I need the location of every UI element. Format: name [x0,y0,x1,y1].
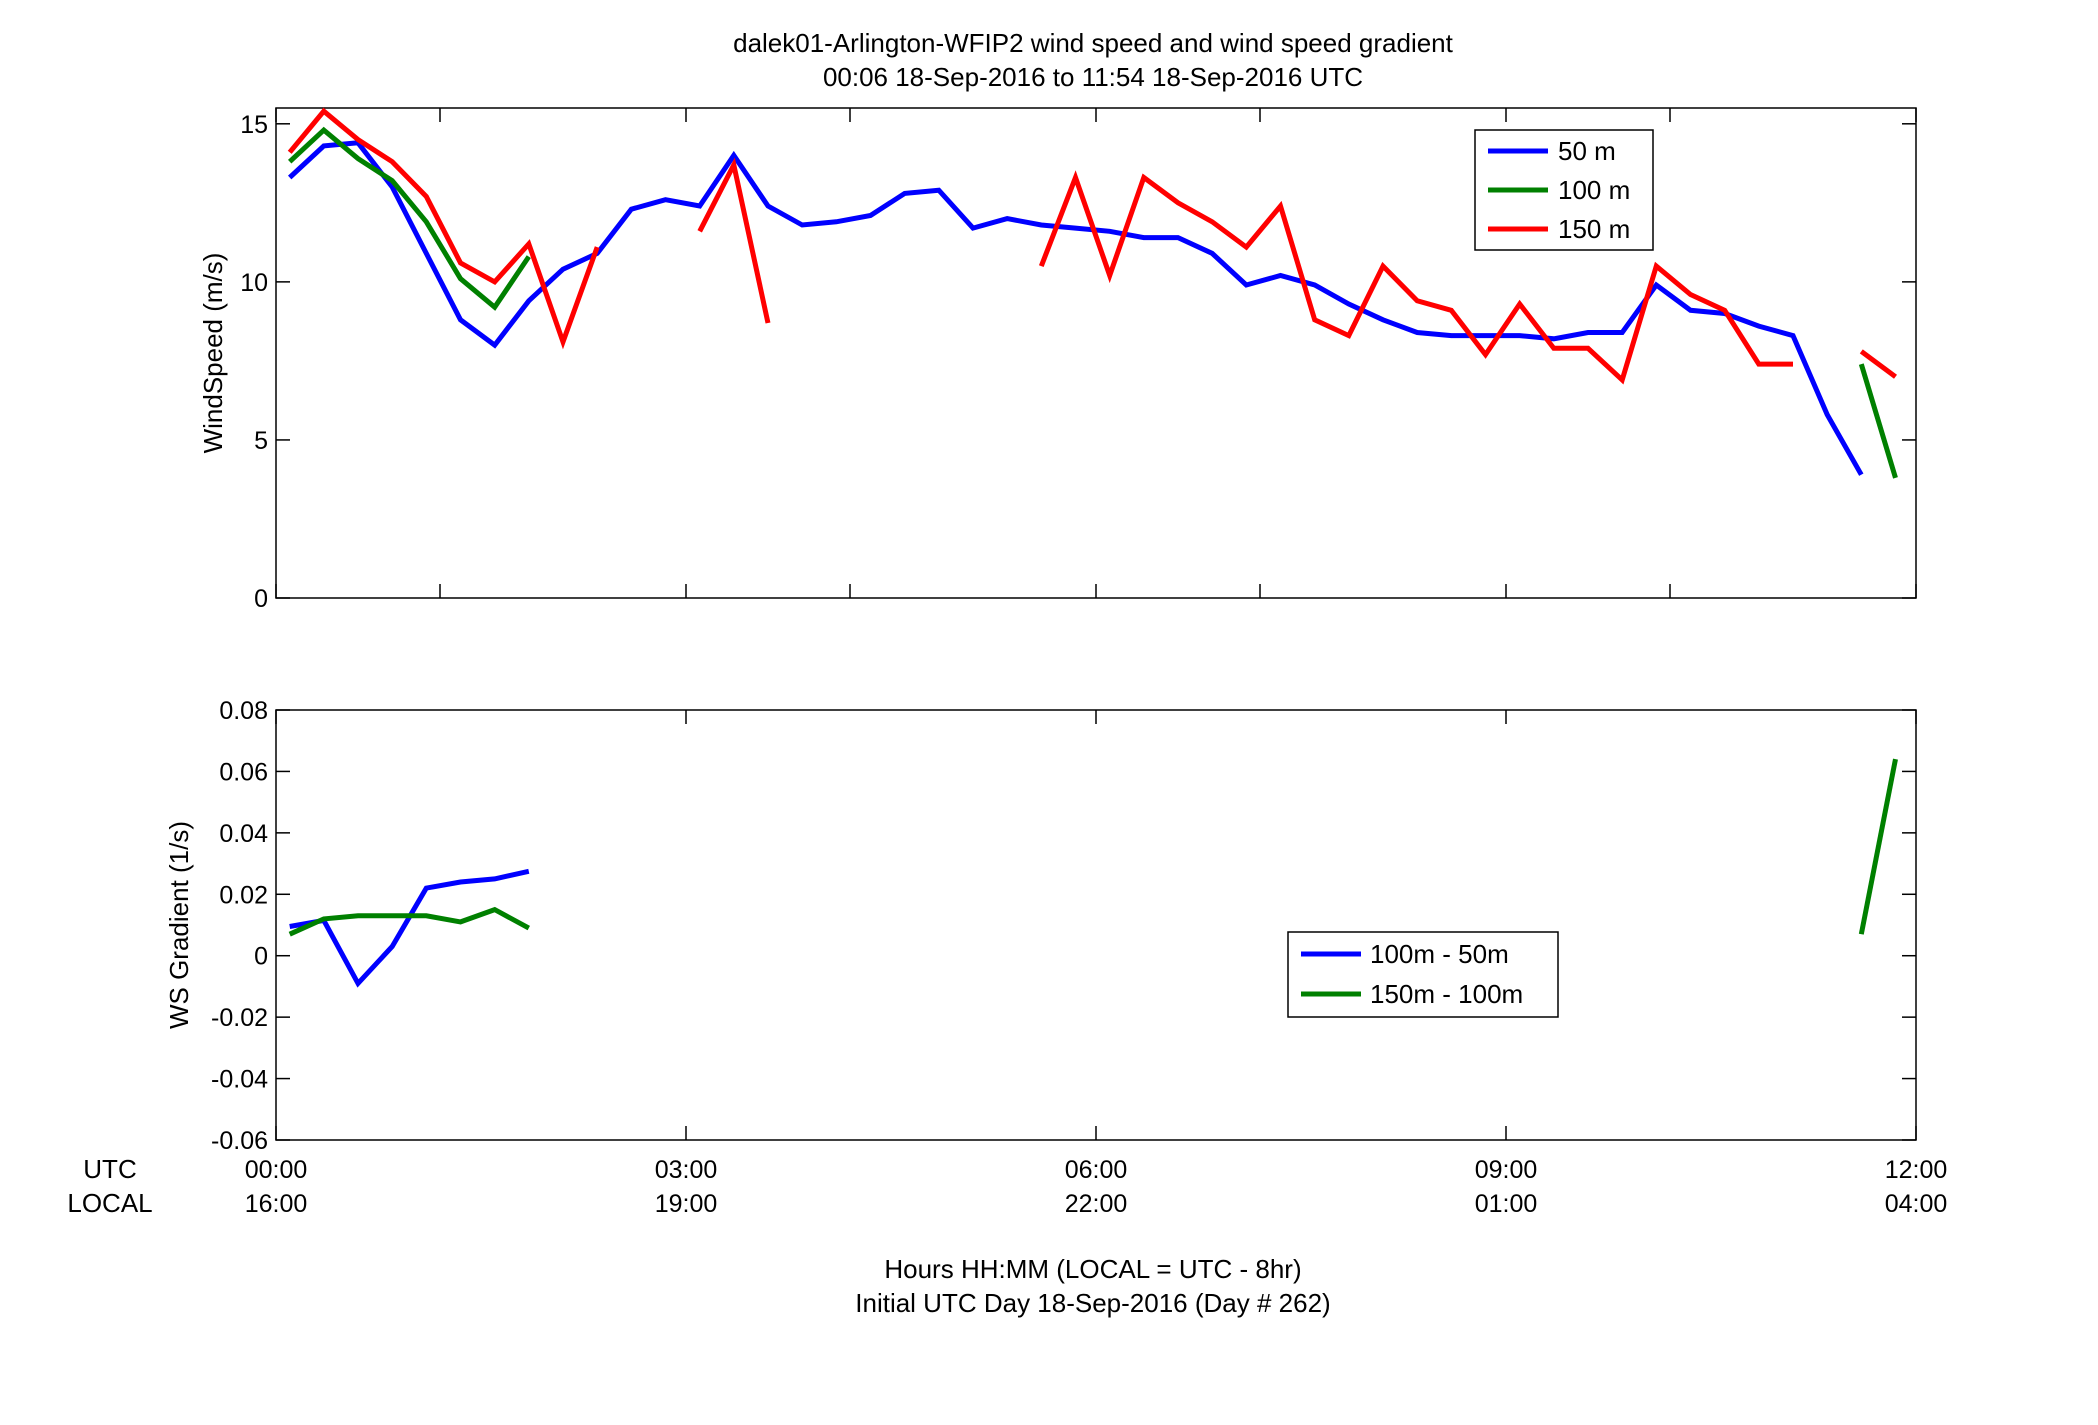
gradient-y-tick-label: 0.08 [219,697,268,725]
gradient-tick-marks: 0.08 0.06 0.04 0.02 0 -0.02 -0.04 -0.06 [211,697,1917,1155]
wind-speed-series [287,107,1898,479]
gradient-panel: 0.08 0.06 0.04 0.02 0 -0.02 -0.04 -0.06 WS Grad… [164,697,1917,1155]
gradient-series-2-segment-2 [1858,758,1898,935]
gradient-y-tick-label: 0 [254,943,268,971]
utc-row-label: UTC [83,1154,136,1184]
gradient-legend-box [1287,931,1559,1018]
legend-label-100m: 100 m [1558,175,1630,205]
legend-label-100m-50m: 100m - 50m [1370,939,1509,969]
wind-speed-series-3-segment-3 [1038,170,1793,385]
wind-speed-y-tick-label: 10 [240,269,268,297]
gradient-y-axis-label: WS Gradient (1/s) [164,821,194,1029]
chart-title-line1: dalek01-Arlington-WFIP2 wind speed and w… [733,28,1454,58]
wind-speed-panel: 0 5 10 15 WindSpeed (m/s) 50 m 100 m 150 m [198,107,1917,613]
x-tick-label-utc: 06:00 [1065,1156,1128,1184]
wind-speed-series-1-segment-1 [288,140,1864,476]
x-tick-label-utc: 00:00 [245,1156,308,1184]
wind-speed-series-2-segment-1 [288,126,531,311]
gradient-legend: 100m - 50m 150m - 100m [1287,931,1559,1018]
local-row-label: LOCAL [67,1188,152,1218]
x-tick-label-local: 01:00 [1475,1190,1538,1218]
gradient-y-tick-label: -0.06 [211,1127,268,1155]
wind-speed-y-tick-label: 0 [254,585,268,613]
x-tick-label-utc: 12:00 [1885,1156,1948,1184]
x-tick-label-local: 19:00 [655,1190,718,1218]
gradient-series-2-segment-1 [288,906,530,937]
wind-speed-y-tick-label: 15 [240,111,268,139]
wind-speed-legend: 50 m 100 m 150 m [1474,129,1654,251]
wind-speed-series-3-segment-1 [287,107,600,350]
chart-title-line2: 00:06 18-Sep-2016 to 11:54 18-Sep-2016 U… [823,62,1363,92]
wind-speed-tick-marks: 0 5 10 15 [240,108,1917,613]
legend-label-150m-100m: 150m - 100m [1370,979,1523,1009]
wind-speed-series-3-segment-2 [697,157,771,324]
wind-speed-series-3-segment-4 [1859,349,1897,379]
x-tick-label-utc: 03:00 [655,1156,718,1184]
x-tick-label-utc: 09:00 [1475,1156,1538,1184]
wind-speed-y-tick-label: 5 [254,427,268,455]
x-axis-label-line2: Initial UTC Day 18-Sep-2016 (Day # 262) [855,1288,1330,1318]
gradient-series [288,758,1898,988]
gradient-y-tick-label: -0.04 [211,1066,268,1094]
legend-label-50m: 50 m [1558,136,1616,166]
x-tick-label-local: 16:00 [245,1190,308,1218]
gradient-plot-frame [275,709,1917,1141]
x-tick-label-local: 22:00 [1065,1190,1128,1218]
gradient-y-tick-label: 0.06 [219,758,268,786]
x-tick-labels: 00:00 16:00 03:00 19:00 06:00 22:00 09:00 01:00… [245,1156,1948,1218]
legend-label-150m: 150 m [1558,214,1630,244]
gradient-y-tick-label: -0.02 [211,1004,268,1032]
gradient-y-tick-label: 0.04 [219,820,268,848]
gradient-y-tick-label: 0.02 [219,881,268,909]
x-axis-label-line1: Hours HH:MM (LOCAL = UTC - 8hr) [884,1254,1301,1284]
wind-speed-series-2-segment-2 [1858,363,1898,479]
wind-speed-plot-frame [275,107,1917,599]
wind-speed-y-axis-label: WindSpeed (m/s) [198,253,228,454]
x-tick-label-local: 04:00 [1885,1190,1948,1218]
